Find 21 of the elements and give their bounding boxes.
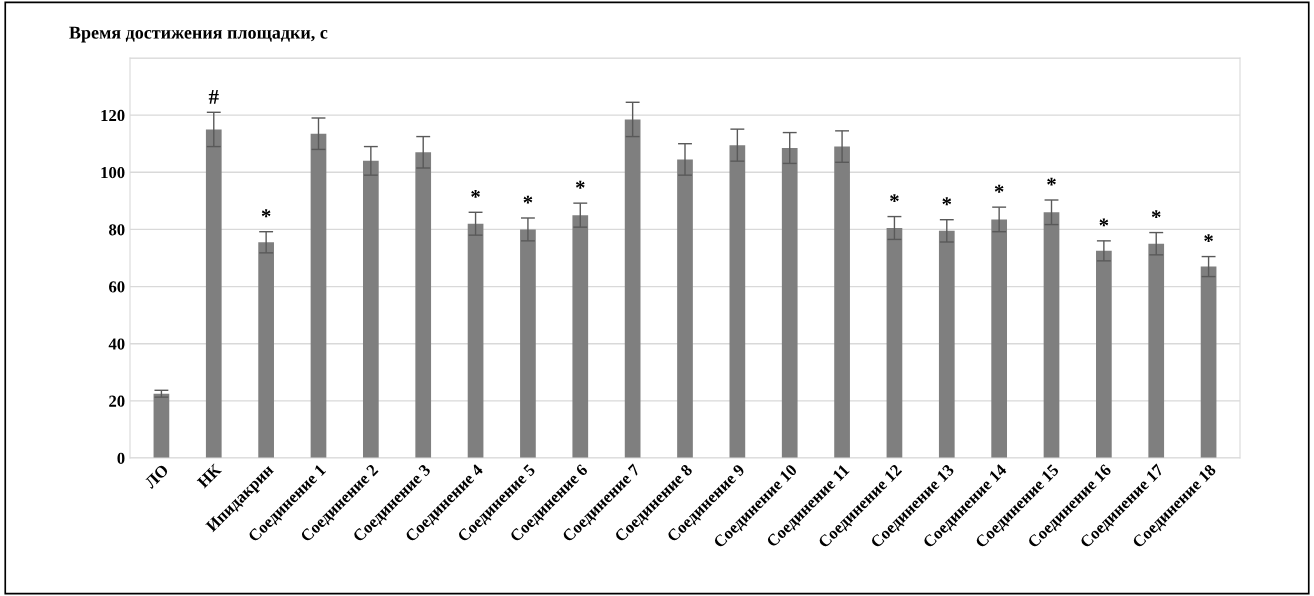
y-tick-label: 60: [109, 281, 125, 293]
annotation: *: [575, 180, 585, 189]
chart-title: Время достижения площадки, с: [69, 26, 328, 43]
annotation: *: [261, 209, 271, 218]
y-tick-label: 100: [101, 166, 125, 179]
x-tick-label: ЛО: [143, 463, 170, 490]
y-tick-label: 0: [117, 452, 125, 464]
annotation: *: [471, 189, 480, 198]
annotation: *: [994, 184, 1004, 193]
annotation: *: [1099, 218, 1109, 227]
y-tick-label: 80: [109, 224, 125, 236]
annotation: *: [1204, 234, 1213, 243]
annotation: *: [523, 195, 533, 204]
annotation: *: [942, 197, 952, 206]
annotation: *: [1047, 177, 1056, 186]
annotation: *: [890, 194, 899, 203]
annotation: *: [1151, 210, 1161, 219]
y-tick-label: 120: [101, 109, 125, 122]
y-tick-label: 40: [108, 338, 125, 350]
y-tick-label: 20: [109, 395, 125, 407]
annotation: #: [208, 90, 219, 104]
